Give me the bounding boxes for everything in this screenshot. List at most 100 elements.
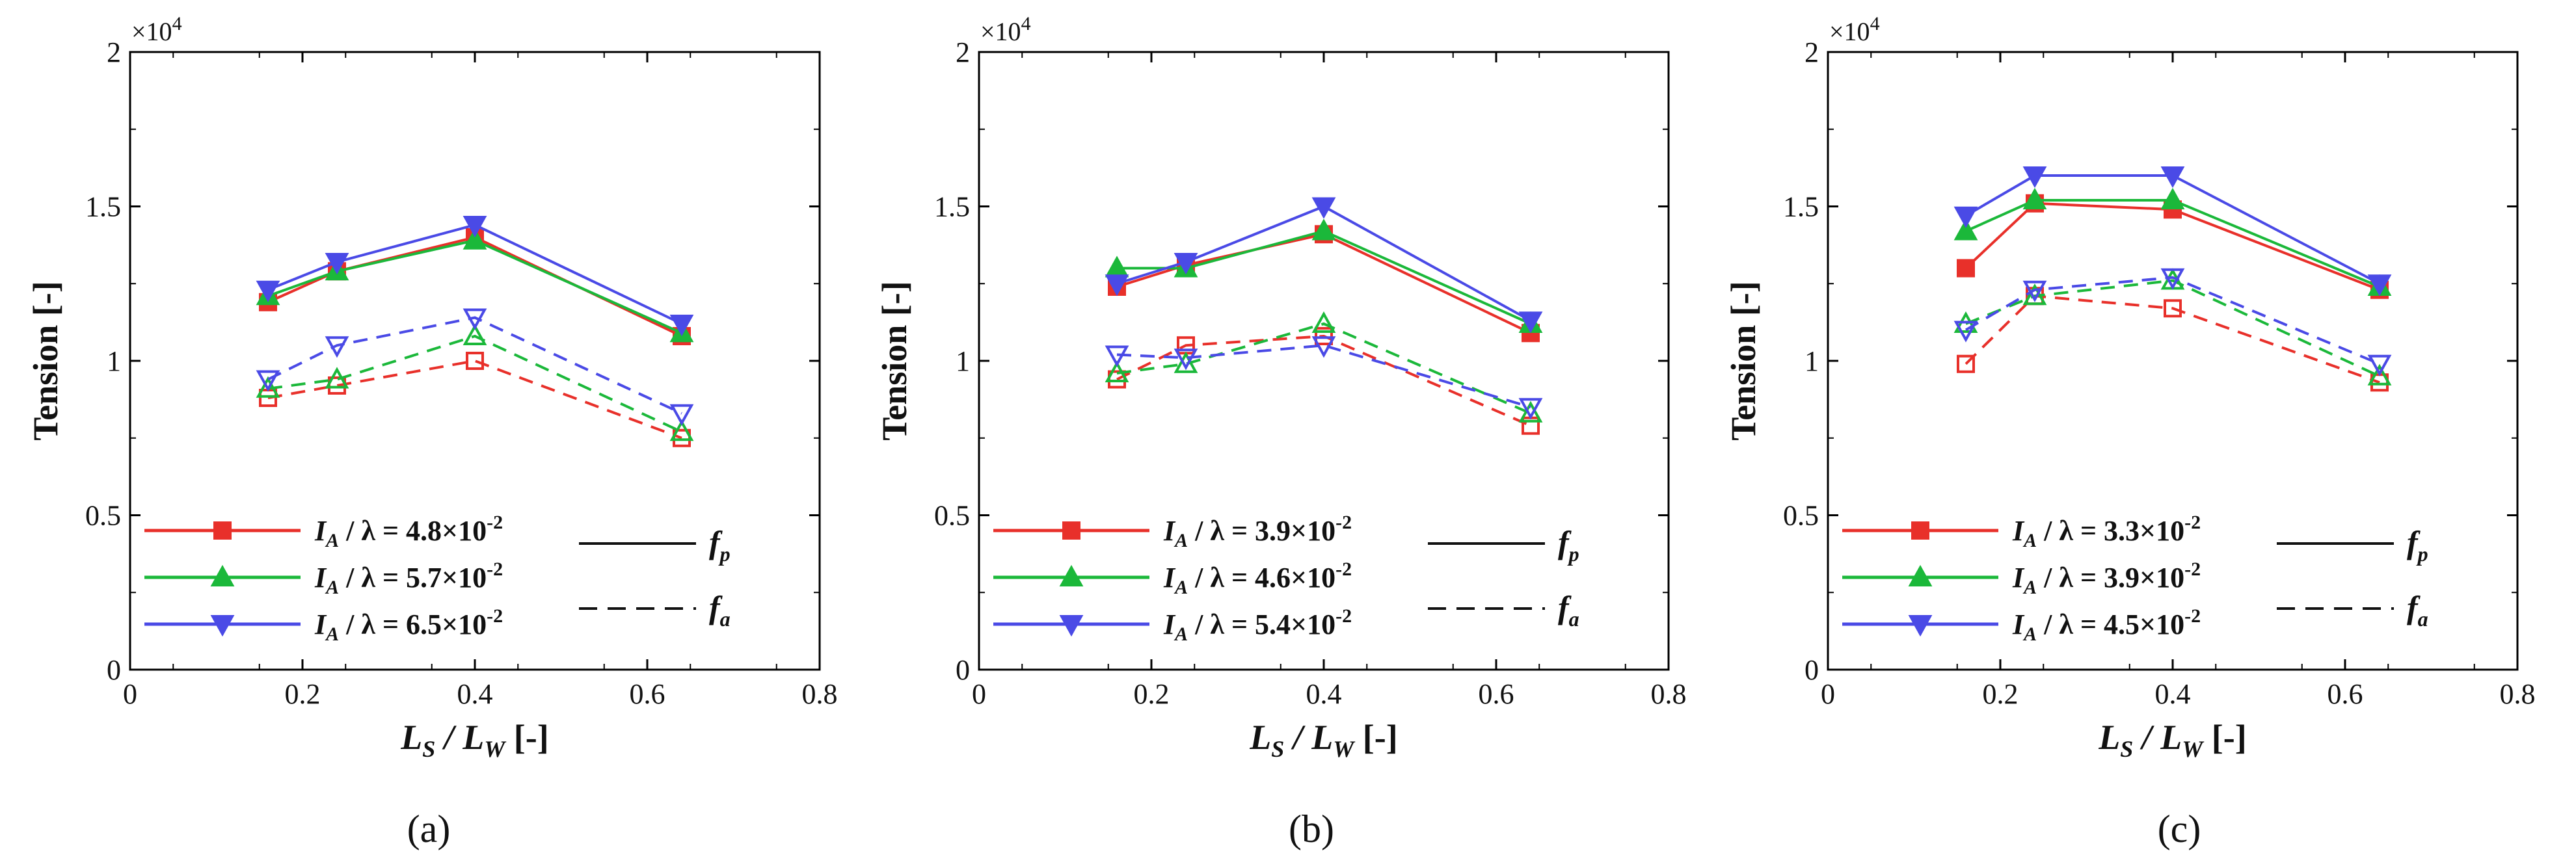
legend-label-value: / λ = 6.5×10 bbox=[339, 609, 487, 640]
series-line-fa bbox=[267, 334, 682, 434]
data-point-fp bbox=[669, 315, 694, 337]
series-line-fa bbox=[1116, 334, 1531, 427]
y-multiplier: ×104 bbox=[131, 13, 182, 46]
x-tick-label: 0.2 bbox=[1983, 678, 2019, 710]
data-point-fa bbox=[1174, 348, 1198, 371]
style-legend-sub-a: a bbox=[2418, 607, 2428, 631]
x-tick-label: 0.4 bbox=[1306, 678, 1342, 710]
legend-marker bbox=[1062, 521, 1080, 540]
legend-label-i: I bbox=[314, 609, 327, 640]
y-axis-label: Tension [-] bbox=[875, 281, 914, 441]
legend-label-exp: -2 bbox=[487, 558, 503, 580]
data-point-fa bbox=[463, 323, 487, 345]
style-legend-fp-label: fp bbox=[709, 524, 731, 566]
x-tick-label: 0.8 bbox=[2500, 678, 2536, 710]
legend-label-sub: A bbox=[325, 623, 339, 645]
data-point-fa bbox=[463, 308, 487, 330]
style-legend-fa-label: fa bbox=[2407, 589, 2428, 631]
series-3 bbox=[1105, 197, 1543, 420]
legend-label-exp: -2 bbox=[1335, 512, 1352, 533]
legend-label-i: I bbox=[1163, 562, 1176, 594]
legend-label: IA / λ = 3.9×10-2 bbox=[1163, 512, 1352, 551]
style-legend-sub-p: p bbox=[718, 542, 731, 566]
series-line-fa bbox=[1965, 295, 2380, 384]
legend-label-exp: -2 bbox=[1335, 558, 1352, 580]
x-tick-label: 0.4 bbox=[457, 678, 493, 710]
data-point-fp bbox=[325, 253, 349, 275]
x-tick-label: 0 bbox=[1821, 678, 1835, 710]
x-axis-label-sub-w: W bbox=[2182, 736, 2205, 762]
y-tick-label: 2 bbox=[956, 36, 970, 68]
y-multiplier-exp: 4 bbox=[1870, 13, 1880, 34]
legend-label-i: I bbox=[314, 562, 327, 594]
x-tick-label: 0.4 bbox=[2155, 678, 2191, 710]
legend-label-exp: -2 bbox=[2184, 512, 2201, 533]
data-point-fp bbox=[2160, 166, 2185, 189]
y-multiplier-base: ×10 bbox=[980, 17, 1021, 46]
legend-label-exp: -2 bbox=[487, 512, 503, 533]
series-line-fp bbox=[267, 235, 682, 337]
data-point-fp bbox=[1174, 253, 1198, 275]
style-legend-fp-label: fp bbox=[2407, 524, 2428, 566]
x-axis-label-mid: / L bbox=[1284, 718, 1333, 757]
x-axis-label-mid: / L bbox=[2133, 718, 2182, 757]
y-axis-label: Tension [-] bbox=[26, 281, 65, 441]
x-tick-label: 0.6 bbox=[630, 678, 665, 710]
legend-label-value: / λ = 3.9×10 bbox=[2037, 562, 2184, 594]
x-tick-label: 0.2 bbox=[285, 678, 321, 710]
style-legend-fa-label: fa bbox=[709, 589, 731, 631]
data-point-fp bbox=[2022, 187, 2047, 209]
data-point-fa bbox=[1518, 398, 1543, 420]
data-point-fa bbox=[1105, 345, 1129, 367]
legend-label: IA / λ = 5.7×10-2 bbox=[314, 558, 503, 598]
data-point-fa bbox=[669, 404, 694, 426]
y-multiplier-base: ×10 bbox=[131, 17, 172, 46]
legend-label-sub: A bbox=[2022, 530, 2037, 551]
y-tick-label: 0.5 bbox=[934, 500, 970, 532]
data-point-fp bbox=[1953, 218, 1978, 241]
x-axis-label-l: L bbox=[2098, 718, 2120, 757]
panel-label: (a) bbox=[407, 807, 451, 850]
x-axis-label-sub-s: S bbox=[2120, 736, 2133, 762]
legend-label-sub: A bbox=[325, 530, 339, 551]
data-point-fp bbox=[1311, 197, 1336, 219]
data-point-fa bbox=[2164, 299, 2182, 318]
series-line-fp bbox=[1116, 233, 1531, 335]
style-legend-f: f bbox=[2407, 589, 2421, 625]
x-axis-label-unit: [-] bbox=[2203, 718, 2246, 757]
data-point-fp bbox=[1953, 206, 1978, 228]
style-legend-fa-label: fa bbox=[1558, 589, 1579, 631]
legend-label-exp: -2 bbox=[487, 605, 503, 627]
y-multiplier-exp: 4 bbox=[1021, 13, 1031, 34]
y-tick-label: 1.5 bbox=[85, 191, 121, 223]
legend-marker bbox=[1059, 615, 1084, 637]
x-axis-label-unit: [-] bbox=[505, 718, 548, 757]
legend-marker bbox=[213, 521, 232, 540]
style-legend-f: f bbox=[709, 524, 723, 560]
legend-label-exp: -2 bbox=[1335, 605, 1352, 627]
style-legend-sub-a: a bbox=[1569, 607, 1579, 631]
data-point-fa bbox=[2022, 283, 2047, 306]
data-point-fp bbox=[256, 280, 280, 302]
style-legend-f: f bbox=[1558, 589, 1572, 625]
chart-panel-2: 0 0.2 0.4 0.6 0.8 0 0.5 1 1.5 2 ×104 Tension [-] LS … bbox=[875, 13, 1687, 850]
y-tick-label: 1 bbox=[107, 345, 121, 377]
legend-label-sub: A bbox=[1174, 577, 1188, 598]
y-tick-label: 0.5 bbox=[1783, 500, 1819, 532]
legend-label-sub: A bbox=[1174, 623, 1188, 645]
legend-label-i: I bbox=[2012, 515, 2025, 547]
legend-label-sub: A bbox=[1174, 530, 1188, 551]
y-axis-label: Tension [-] bbox=[1724, 281, 1763, 441]
series-2 bbox=[1105, 218, 1543, 423]
style-legend-sub-p: p bbox=[1567, 542, 1579, 566]
legend-label-i: I bbox=[2012, 562, 2025, 594]
y-multiplier: ×104 bbox=[1829, 13, 1880, 46]
y-tick-label: 2 bbox=[107, 36, 121, 68]
legend-label: IA / λ = 5.4×10-2 bbox=[1163, 605, 1352, 645]
panel-label: (c) bbox=[2158, 807, 2201, 850]
legend-marker bbox=[1059, 564, 1084, 586]
y-tick-label: 1 bbox=[956, 345, 970, 377]
style-legend-sub-p: p bbox=[2416, 542, 2428, 566]
x-axis-label-l: L bbox=[1249, 718, 1271, 757]
